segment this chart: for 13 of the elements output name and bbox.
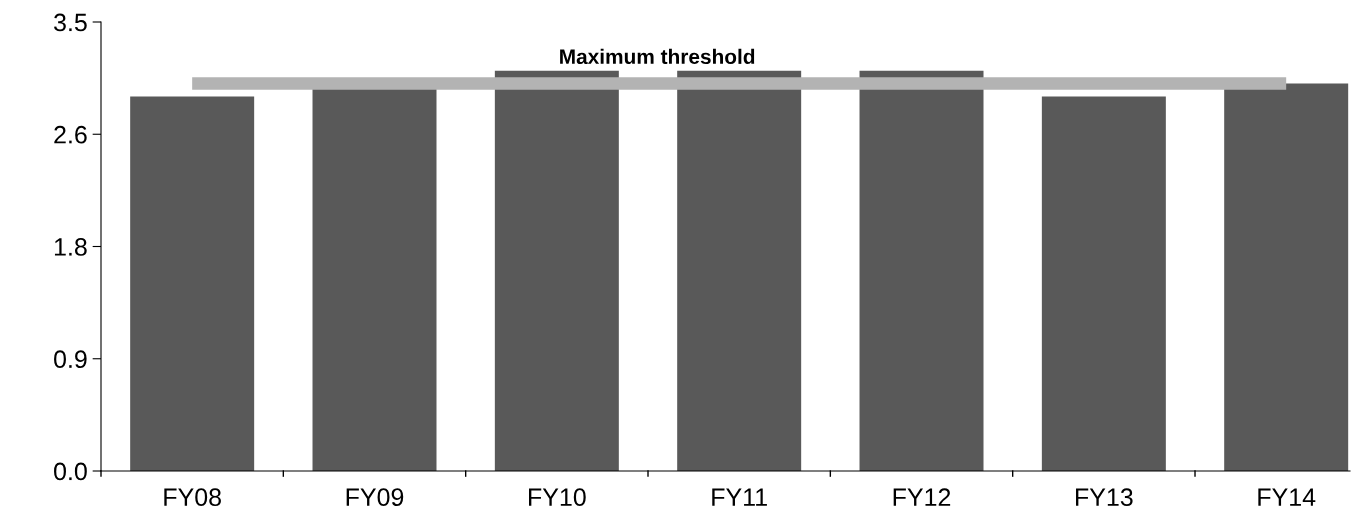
y-tick-label: 2.6 (54, 125, 87, 144)
x-tick-label: FY09 (346, 488, 404, 507)
y-tick-label: 3.5 (54, 13, 87, 32)
y-tick-label: 0.9 (54, 350, 87, 369)
x-tick-label: FY14 (1258, 488, 1316, 506)
ref-line-label: Maximum threshold (560, 48, 755, 65)
x-tick-label: FY10 (529, 488, 586, 507)
x-tick-label: FY08 (164, 488, 221, 507)
x-tick-label: FY11 (712, 488, 767, 506)
x-tick-label: FY12 (893, 488, 951, 506)
y-tick-label: 1.8 (54, 238, 87, 256)
x-tick-label: FY13 (1076, 488, 1133, 507)
y-tick-label: 0.0 (54, 462, 87, 481)
